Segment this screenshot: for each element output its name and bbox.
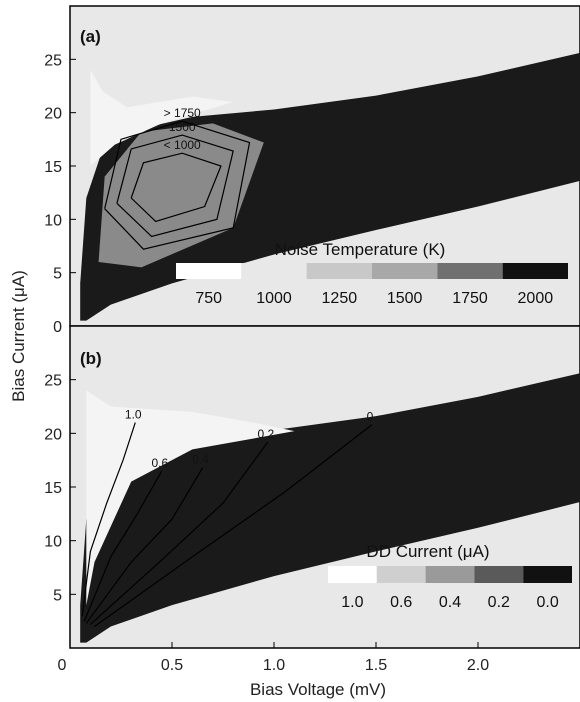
contour-line <box>130 152 222 223</box>
y-tick-label: 25 <box>44 52 62 69</box>
panel-b: 1.0 0.6 0.4 0.2 0 (b) 5 10 15 20 25 0 0.5 1.0 1.5 2.… <box>44 325 580 674</box>
colorbar-tick-label: 1.0 <box>341 594 363 611</box>
colorbar-swatch <box>523 566 572 583</box>
panel-b-y-ticks: 5 10 15 20 25 <box>44 373 76 604</box>
y-tick-label: 25 <box>44 373 62 390</box>
contour-line <box>89 441 269 625</box>
panel-b-colorbar: 1.0 0.6 0.4 0.2 0.0 <box>328 566 572 611</box>
x-axis-title: Bias Voltage (mV) <box>250 680 386 699</box>
contour-line <box>85 467 204 624</box>
colorbar-tick-label: 2000 <box>518 290 554 307</box>
contour-label: 0.2 <box>258 427 275 441</box>
panel-a-data-band <box>80 52 580 321</box>
colorbar-tick-label: 1250 <box>322 290 358 307</box>
colorbar-swatch <box>372 263 438 279</box>
colorbar-swatch <box>474 566 524 583</box>
contour-line <box>81 422 136 616</box>
colorbar-tick-label: 1750 <box>452 290 488 307</box>
panel-a-low-noise-region <box>98 123 264 268</box>
contour-line <box>83 470 163 622</box>
colorbar-tick-label: 1000 <box>256 290 292 307</box>
y-tick-label: 10 <box>44 534 62 551</box>
panel-b-colorbar-title: DD Current (μA) <box>366 542 489 561</box>
panel-a-label: (a) <box>80 27 101 46</box>
contour-line <box>116 134 234 238</box>
colorbar-swatch <box>437 263 503 279</box>
panel-b-x-ticks: 0 0.5 1.0 1.5 2.0 <box>58 642 489 674</box>
x-tick-label: 1.0 <box>263 657 285 674</box>
contour-label: < 1000 <box>164 138 201 152</box>
y-tick-label: 20 <box>44 106 62 123</box>
contour-line <box>104 120 251 250</box>
panel-a-contours: < 1000 1500> 1750 <box>104 106 251 250</box>
colorbar-swatch <box>241 263 307 279</box>
y-tick-label: 0 <box>53 319 62 336</box>
panel-b-contours: 1.0 0.6 0.4 0.2 0 <box>81 408 374 628</box>
colorbar-swatch <box>176 263 242 279</box>
x-tick-label: 0.5 <box>161 657 183 674</box>
colorbar-tick-label: 1500 <box>387 290 423 307</box>
x-tick-label: 0 <box>58 657 67 674</box>
panel-a-y-ticks: 0 5 10 15 20 25 <box>44 52 76 336</box>
y-tick-label: 5 <box>53 266 62 283</box>
y-tick-label: 20 <box>44 426 62 443</box>
panel-b-white-region <box>86 390 295 606</box>
x-tick-label: 1.5 <box>365 657 387 674</box>
colorbar-swatch <box>376 566 426 583</box>
contour-label: 0 <box>367 410 374 424</box>
panel-a-white-region <box>90 70 234 166</box>
colorbar-swatch <box>502 263 568 279</box>
panel-a-colorbar: 750 1000 1250 1500 1750 2000 <box>176 263 568 307</box>
colorbar-tick-label: 0.0 <box>536 594 558 611</box>
y-axis-title: Bias Current (μA) <box>9 270 28 402</box>
contour-label: 1.0 <box>125 408 142 422</box>
contour-label: 0.6 <box>151 456 168 470</box>
colorbar-tick-label: 0.6 <box>390 594 412 611</box>
y-tick-label: 10 <box>44 212 62 229</box>
colorbar-tick-label: 0.2 <box>488 594 510 611</box>
panel-a-colorbar-title: Noise Temperature (K) <box>275 240 446 259</box>
colorbar-swatch <box>425 566 475 583</box>
colorbar-swatch <box>328 566 377 583</box>
contour-label: 0.4 <box>192 453 209 467</box>
x-tick-label: 2.0 <box>467 657 489 674</box>
colorbar-swatch <box>306 263 372 279</box>
contour-label: 1500 <box>169 120 196 134</box>
colorbar-tick-label: 0.4 <box>439 594 461 611</box>
y-tick-label: 15 <box>44 480 62 497</box>
colorbar-tick-label: 750 <box>195 290 222 307</box>
y-tick-label: 5 <box>53 587 62 604</box>
y-tick-label: 15 <box>44 159 62 176</box>
contour-label: > 1750 <box>164 106 201 120</box>
panel-b-label: (b) <box>80 349 102 368</box>
contour-line <box>94 424 373 628</box>
